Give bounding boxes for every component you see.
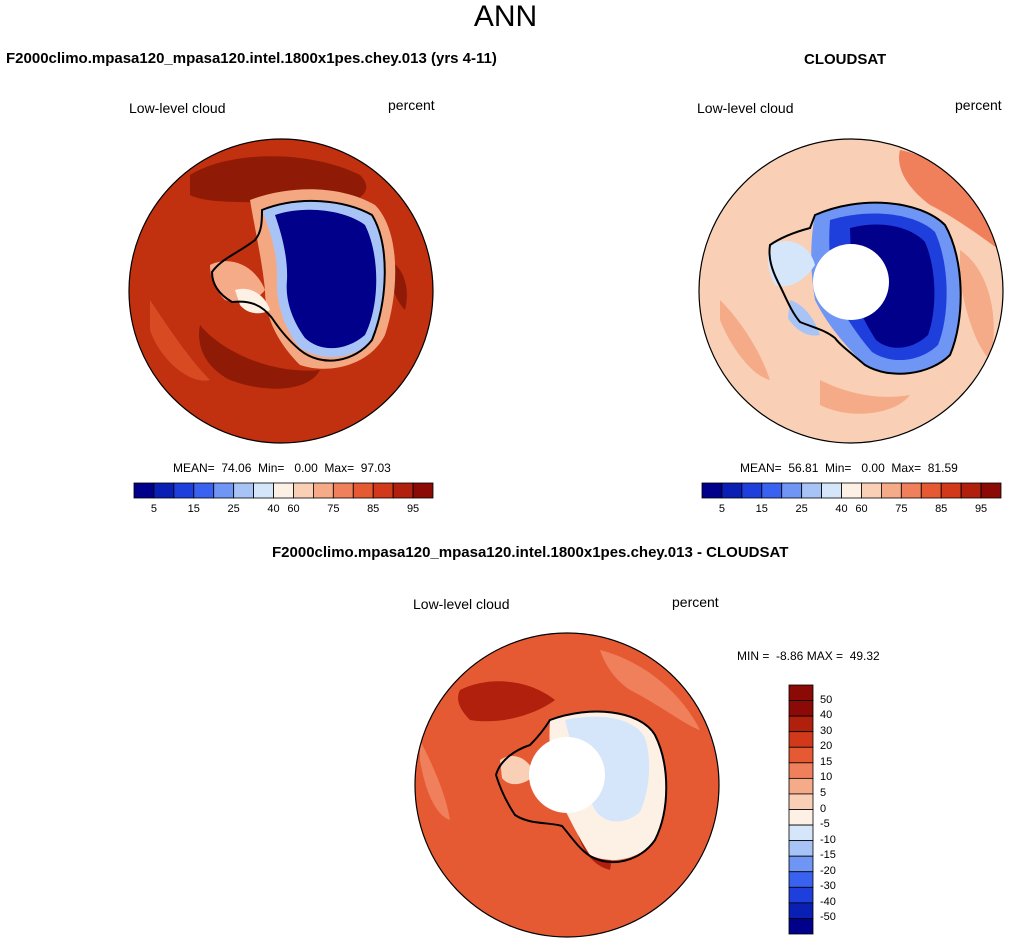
diff-colorbar-swatch <box>788 902 814 919</box>
obs-colorbar-tick-label: 15 <box>755 503 768 515</box>
model-colorbar-tick-label: 25 <box>227 503 240 515</box>
diff-colorbar-swatch <box>788 715 814 733</box>
obs-colorbar-tick-label: 75 <box>895 503 908 515</box>
diff-colorbar <box>788 684 814 935</box>
obs-units-label: percent <box>955 97 1002 113</box>
obs-colorbar <box>701 482 1002 499</box>
model-colorbar-swatch <box>392 482 414 499</box>
diff-colorbar-swatch <box>788 777 814 795</box>
model-colorbar-tick-label: 15 <box>187 503 200 515</box>
diff-panel-heading: F2000climo.mpasa120_mpasa120.intel.1800x… <box>272 544 789 561</box>
diff-colorbar-tick-label: -20 <box>820 864 836 877</box>
diff-colorbar-swatch <box>788 731 814 748</box>
obs-colorbar-swatch <box>781 482 803 499</box>
diff-colorbar-tick-label: -50 <box>820 911 836 924</box>
diff-colorbar-swatch <box>788 871 814 888</box>
figure-title: ANN <box>473 0 538 33</box>
diff-colorbar-tick-label: 40 <box>820 709 833 722</box>
model-colorbar-tick-label: 85 <box>367 503 380 515</box>
obs-colorbar-tick-label: 85 <box>935 503 948 515</box>
diff-colorbar-swatch <box>788 684 814 701</box>
model-colorbar-swatch <box>233 482 255 499</box>
diff-colorbar-swatch <box>788 793 814 810</box>
model-colorbar-swatch <box>332 482 354 499</box>
diff-colorbar-tick-label: -10 <box>820 833 836 846</box>
diff-colorbar-swatch <box>788 824 814 842</box>
model-colorbar-tick-label: 75 <box>327 503 340 515</box>
model-colorbar-tick-label: 60 <box>287 503 300 515</box>
model-colorbar-swatch <box>253 482 274 499</box>
diff-colorbar-swatch <box>788 809 814 826</box>
obs-colorbar-swatch <box>960 482 982 499</box>
model-colorbar-swatch <box>193 482 215 499</box>
diff-colorbar-tick-label: 50 <box>820 693 833 706</box>
model-colorbar <box>133 482 434 499</box>
obs-colorbar-tick-label: 5 <box>718 503 725 515</box>
obs-colorbar-swatch <box>721 482 743 499</box>
model-colorbar-swatch <box>213 482 235 499</box>
model-colorbar-tick-label: 95 <box>406 503 420 515</box>
obs-colorbar-tick-label: 25 <box>795 503 808 515</box>
model-variable-label: Low-level cloud <box>129 100 226 116</box>
obs-colorbar-swatch <box>701 482 723 499</box>
diff-colorbar-tick-label: 20 <box>820 740 833 753</box>
diff-colorbar-swatch <box>788 840 814 857</box>
obs-colorbar-swatch <box>900 482 922 499</box>
diff-colorbar-swatch <box>788 918 814 935</box>
diff-colorbar-tick-label: 15 <box>820 755 833 768</box>
obs-stats: MEAN= 56.81 Min= 0.00 Max= 81.59 <box>740 461 958 475</box>
diff-variable-label: Low-level cloud <box>413 596 510 612</box>
obs-colorbar-swatch <box>940 482 962 499</box>
diff-colorbar-swatch <box>788 762 814 779</box>
obs-colorbar-swatch <box>861 482 882 499</box>
model-colorbar-swatch <box>312 482 334 499</box>
model-colorbar-swatch <box>372 482 394 499</box>
obs-colorbar-swatch <box>881 482 902 499</box>
model-stats: MEAN= 74.06 Min= 0.00 Max= 97.03 <box>173 461 391 475</box>
model-panel-heading: F2000climo.mpasa120_mpasa120.intel.1800x… <box>6 50 497 67</box>
diff-colorbar-swatch <box>788 746 814 764</box>
obs-panel-heading: CLOUDSAT <box>804 51 887 68</box>
obs-colorbar-swatch <box>920 482 942 499</box>
model-units-label: percent <box>388 97 435 113</box>
diff-colorbar-tick-label: 0 <box>820 802 827 815</box>
obs-colorbar-swatch <box>741 482 763 499</box>
diff-colorbar-swatch <box>788 700 814 717</box>
model-colorbar-swatch <box>273 482 294 499</box>
diff-colorbar-tick-label: -5 <box>820 818 830 831</box>
model-colorbar-swatch <box>293 482 314 499</box>
model-colorbar-tick-label: 40 <box>267 503 280 515</box>
diff-colorbar-tick-label: -15 <box>820 849 836 862</box>
obs-colorbar-swatch <box>821 482 842 499</box>
obs-variable-label: Low-level cloud <box>697 100 794 116</box>
diff-colorbar-tick-label: 30 <box>820 724 833 737</box>
model-colorbar-swatch <box>352 482 374 499</box>
diff-colorbar-tick-label: 10 <box>820 771 833 784</box>
diff-units-label: percent <box>672 594 719 610</box>
model-colorbar-swatch <box>173 482 195 499</box>
obs-colorbar-swatch <box>801 482 823 499</box>
diff-colorbar-swatch <box>788 886 814 904</box>
diff-colorbar-tick-label: 5 <box>820 786 827 799</box>
obs-colorbar-swatch <box>841 482 862 499</box>
diff-colorbar-swatch <box>788 855 814 873</box>
model-polar-map <box>128 138 434 444</box>
obs-colorbar-tick-label: 40 <box>835 503 848 515</box>
diff-polar-map <box>414 632 720 938</box>
diff-colorbar-tick-label: -30 <box>820 880 836 893</box>
obs-colorbar-swatch <box>980 482 1002 499</box>
model-colorbar-swatch <box>153 482 175 499</box>
model-colorbar-swatch <box>412 482 434 499</box>
obs-colorbar-tick-label: 95 <box>974 503 988 515</box>
diff-colorbar-tick-label: -40 <box>820 895 836 908</box>
model-colorbar-tick-label: 5 <box>150 503 157 515</box>
obs-colorbar-swatch <box>761 482 783 499</box>
model-colorbar-swatch <box>133 482 155 499</box>
obs-colorbar-tick-label: 60 <box>855 503 868 515</box>
diff-stats: MIN = -8.86 MAX = 49.32 <box>737 649 880 663</box>
obs-polar-map <box>698 138 1004 444</box>
